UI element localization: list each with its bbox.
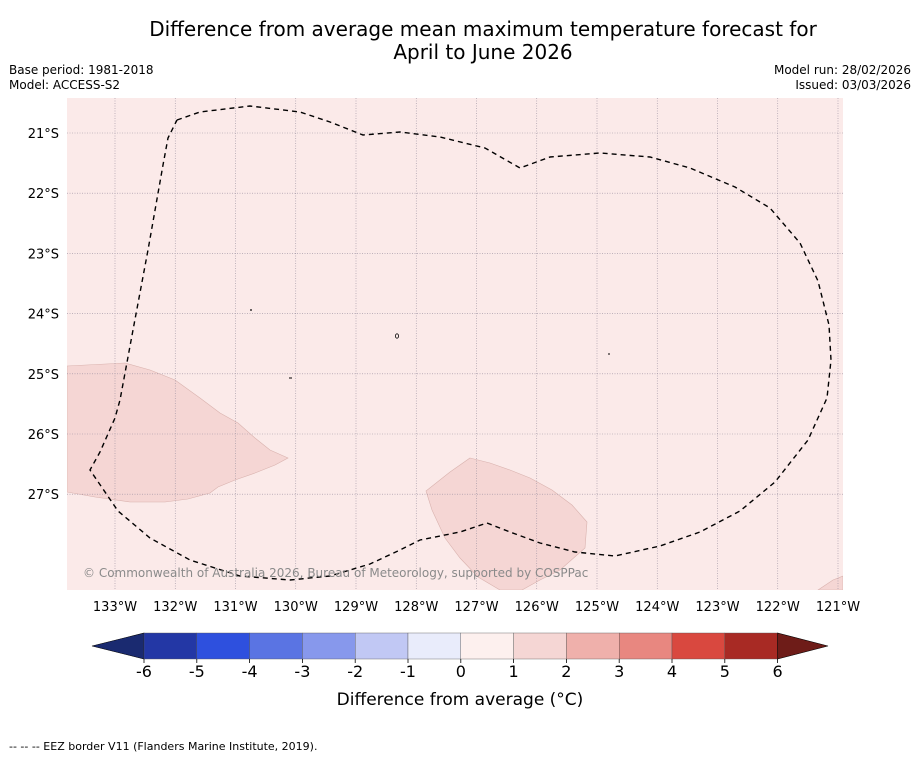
lon-label: 129°W xyxy=(334,600,378,615)
meta-left: Base period: 1981-2018 Model: ACCESS-S2 xyxy=(9,63,154,93)
lon-label: 126°W xyxy=(515,600,559,615)
lon-label: 131°W xyxy=(213,600,257,615)
colorbar xyxy=(91,632,829,660)
colorbar-label: Difference from average (°C) xyxy=(337,690,584,710)
title-line-1: Difference from average mean maximum tem… xyxy=(149,17,817,41)
lon-label: 133°W xyxy=(93,600,137,615)
colorbar-tick-label: 2 xyxy=(561,662,571,681)
colorbar-tick-label: -6 xyxy=(136,662,152,681)
issued-date: Issued: 03/03/2026 xyxy=(795,78,911,92)
island-marker xyxy=(250,309,252,311)
map-figure: 21°S22°S23°S24°S25°S26°S27°S 133°W 132°W 1… xyxy=(28,98,860,710)
colorbar-swatch xyxy=(143,632,197,660)
colorbar-tick-labels: -6 -5 -4 -3 -2 -1 0 1 2 3 4 5 6 xyxy=(136,659,783,681)
lat-label: 26°S xyxy=(28,428,59,443)
colorbar-swatch xyxy=(407,632,461,660)
lon-label: 127°W xyxy=(454,600,498,615)
island-marker xyxy=(394,333,399,339)
colorbar-tick-label: 3 xyxy=(614,662,624,681)
anomaly-patch-central xyxy=(425,457,588,590)
colorbar-swatch xyxy=(355,632,409,660)
lon-label: 123°W xyxy=(695,600,739,615)
colorbar-tick-label: -4 xyxy=(242,662,258,681)
colorbar-swatch xyxy=(566,632,620,660)
graticule xyxy=(67,98,843,590)
colorbar-swatch xyxy=(302,632,356,660)
lat-label: 21°S xyxy=(28,127,59,142)
lat-label: 23°S xyxy=(28,247,59,262)
lat-label: 22°S xyxy=(28,187,59,202)
lat-label: 24°S xyxy=(28,308,59,323)
colorbar-swatch xyxy=(249,632,303,660)
colorbar-tick-label: -3 xyxy=(294,662,310,681)
base-period: Base period: 1981-2018 xyxy=(9,63,154,77)
title-line-2: April to June 2026 xyxy=(393,40,573,64)
lon-label: 125°W xyxy=(575,600,619,615)
lon-label: 130°W xyxy=(274,600,318,615)
colorbar-tick-label: 4 xyxy=(667,662,677,681)
colorbar-tick-label: -5 xyxy=(189,662,205,681)
copyright-notice: © Commonwealth of Australia 2026, Bureau… xyxy=(83,566,588,580)
lon-label: 122°W xyxy=(756,600,800,615)
latitude-labels: 21°S 22°S 23°S 24°S 25°S 26°S 27°S xyxy=(28,127,59,503)
colorbar-swatch xyxy=(619,632,673,660)
meta-right: Model run: 28/02/2026 Issued: 03/03/2026 xyxy=(774,63,911,93)
colorbar-extend-low xyxy=(91,632,145,660)
model-run: Model run: 28/02/2026 xyxy=(773,63,911,77)
chart-title: Difference from average mean maximum tem… xyxy=(0,18,919,64)
lon-label: 124°W xyxy=(635,600,679,615)
colorbar-extend-high xyxy=(777,632,829,660)
lon-label: 132°W xyxy=(153,600,197,615)
anomaly-patch-southeast xyxy=(817,575,843,590)
eez-legend-note: -- -- -- EEZ border V11 (Flanders Marine… xyxy=(9,740,318,753)
eez-border xyxy=(89,105,832,581)
colorbar-tick-label: 0 xyxy=(456,662,466,681)
lon-label: 121°W xyxy=(816,600,860,615)
colorbar-tick-label: -2 xyxy=(347,662,363,681)
colorbar-swatch xyxy=(724,632,778,660)
colorbar-tick-label: 5 xyxy=(720,662,730,681)
model-name: Model: ACCESS-S2 xyxy=(9,78,121,92)
lat-label: 27°S xyxy=(28,488,59,503)
longitude-labels: 133°W 132°W 131°W 130°W 129°W 128°W 127°W 126°W… xyxy=(93,600,860,615)
colorbar-swatch xyxy=(513,632,567,660)
lon-label: 128°W xyxy=(394,600,438,615)
colorbar-swatch xyxy=(196,632,250,660)
colorbar-swatch xyxy=(671,632,725,660)
lat-label: 25°S xyxy=(28,368,59,383)
colorbar-swatch xyxy=(460,632,514,660)
colorbar-tick-label: 6 xyxy=(773,662,783,681)
anomaly-patch-west xyxy=(67,362,289,503)
colorbar-tick-label: 1 xyxy=(509,662,519,681)
colorbar-tick-label: -1 xyxy=(400,662,416,681)
islands xyxy=(250,309,610,379)
